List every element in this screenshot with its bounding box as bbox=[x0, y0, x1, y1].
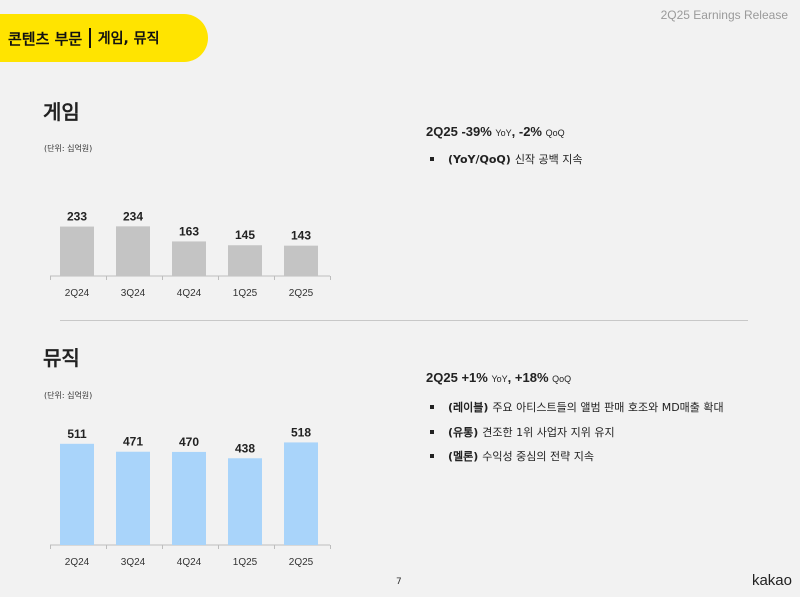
release-label: 2Q25 Earnings Release bbox=[660, 8, 788, 22]
bar bbox=[60, 226, 94, 276]
music-bullet-tag: (레이블) bbox=[448, 401, 489, 414]
category-label: 3Q24 bbox=[121, 288, 146, 299]
game-bullet-tag: (YoY/QoQ) bbox=[448, 152, 511, 166]
bar-value-label: 518 bbox=[291, 425, 311, 439]
bar bbox=[172, 451, 206, 545]
music-kpi-qoq: +18% bbox=[514, 370, 549, 385]
bar-value-label: 233 bbox=[67, 210, 87, 224]
bar-value-label: 470 bbox=[179, 435, 199, 449]
section-divider bbox=[60, 320, 748, 321]
bar bbox=[116, 451, 150, 545]
bar bbox=[284, 245, 318, 276]
category-label: 2Q25 bbox=[289, 557, 314, 568]
page-number: 7 bbox=[396, 577, 402, 587]
category-label: 3Q24 bbox=[121, 557, 146, 568]
game-kpi-qoq: -2% bbox=[518, 124, 542, 139]
music-bullet-label: (레이블) 주요 아티스트들의 앨범 판매 호조와 MD매출 확대 bbox=[426, 399, 724, 415]
bar bbox=[284, 442, 318, 545]
kakao-logo: kakao bbox=[751, 572, 792, 589]
bar-value-label: 145 bbox=[235, 228, 255, 242]
category-label: 1Q25 bbox=[233, 288, 258, 299]
game-bullet: (YoY/QoQ) 신작 공백 지속 bbox=[426, 151, 583, 167]
music-bullet-text: 견조한 1위 사업자 지위 유지 bbox=[482, 426, 615, 439]
music-title: 뮤직 bbox=[43, 346, 80, 370]
category-label: 4Q24 bbox=[177, 288, 202, 299]
music-kpi: 2Q25 +1% YoY, +18% QoQ bbox=[426, 370, 572, 385]
music-kpi-yoy: +1% bbox=[461, 370, 488, 385]
bar bbox=[228, 458, 262, 545]
game-kpi-yoy-label: YoY bbox=[495, 128, 512, 138]
game-unit: (단위: 십억원) bbox=[44, 144, 93, 153]
category-label: 2Q25 bbox=[289, 288, 314, 299]
bar-value-label: 234 bbox=[123, 209, 143, 223]
title-separator bbox=[89, 28, 91, 48]
category-label: 2Q24 bbox=[65, 288, 90, 299]
music-bullet-melon: (멜론) 수익성 중심의 전략 지속 bbox=[426, 448, 594, 464]
game-kpi-qoq-label: QoQ bbox=[545, 128, 565, 138]
category-label: 4Q24 bbox=[177, 557, 202, 568]
section-title: 콘텐츠 부문 bbox=[8, 29, 83, 48]
music-kpi-yoy-label: YoY bbox=[491, 374, 508, 384]
game-title: 게임 bbox=[43, 100, 80, 124]
section-subtitle: 게임, 뮤직 bbox=[97, 31, 160, 47]
game-kpi-period: 2Q25 bbox=[426, 124, 458, 139]
bar-value-label: 471 bbox=[123, 435, 143, 449]
music-kpi-qoq-label: QoQ bbox=[552, 374, 572, 384]
bar-value-label: 143 bbox=[291, 229, 311, 243]
bar bbox=[60, 443, 94, 545]
section-header-badge: 콘텐츠 부문 게임, 뮤직 bbox=[0, 14, 208, 62]
bullet-square-icon bbox=[430, 405, 434, 409]
music-unit: (단위: 십억원) bbox=[44, 391, 93, 400]
music-bullet-text: 수익성 중심의 전략 지속 bbox=[482, 450, 594, 463]
category-label: 1Q25 bbox=[233, 557, 258, 568]
bullet-square-icon bbox=[430, 454, 434, 458]
category-label: 2Q24 bbox=[65, 557, 90, 568]
music-bullet-tag: (유통) bbox=[448, 426, 479, 439]
music-kpi-period: 2Q25 bbox=[426, 370, 458, 385]
game-kpi: 2Q25 -39% YoY, -2% QoQ bbox=[426, 124, 565, 139]
music-bullet-text: 주요 아티스트들의 앨범 판매 호조와 MD매출 확대 bbox=[492, 401, 724, 414]
bullet-square-icon bbox=[430, 430, 434, 434]
game-kpi-yoy: -39% bbox=[461, 124, 492, 139]
bar bbox=[172, 241, 206, 276]
game-bullet-text: 신작 공백 지속 bbox=[514, 153, 583, 166]
bar bbox=[228, 245, 262, 276]
bar bbox=[116, 226, 150, 276]
bar-value-label: 163 bbox=[179, 224, 199, 238]
bar-value-label: 511 bbox=[67, 427, 87, 441]
bar-value-label: 438 bbox=[235, 441, 255, 455]
music-bullet-tag: (멜론) bbox=[448, 450, 479, 463]
bullet-square-icon bbox=[430, 157, 434, 161]
music-bullet-distribution: (유통) 견조한 1위 사업자 지위 유지 bbox=[426, 424, 615, 440]
